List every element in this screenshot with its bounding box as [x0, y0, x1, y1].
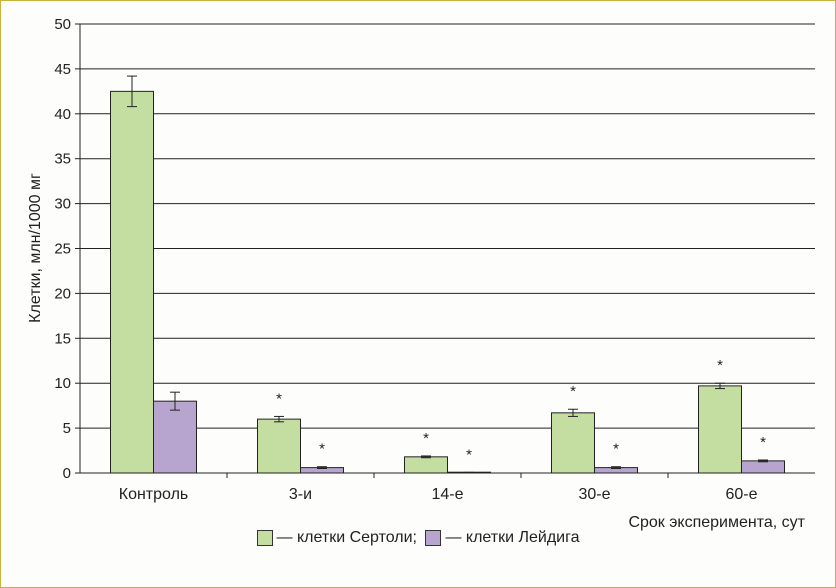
y-tick-label-45: 45 [54, 61, 71, 78]
significance-marker-s1-c3: * [613, 441, 619, 458]
y-tick-label-5: 5 [63, 420, 71, 437]
legend: — клетки Сертоли; — клетки Лейдига [0, 529, 836, 551]
y-tick-label-25: 25 [54, 241, 71, 258]
y-tick-label-50: 50 [54, 16, 71, 33]
legend-swatch-sertoli [256, 530, 273, 546]
x-tick-label-2: 14-е [431, 486, 463, 503]
y-tick-label-30: 30 [54, 196, 71, 213]
legend-item-sertoli: — клетки Сертоли; [256, 529, 417, 547]
bar-s0-c3 [551, 412, 595, 474]
x-axis-label: Срок эксперимента, сут [628, 514, 805, 531]
significance-marker-s0-c4: * [717, 357, 723, 374]
legend-swatch-leydig [425, 530, 442, 546]
x-tick-label-1: 3-и [289, 486, 312, 503]
legend-item-leydig: — клетки Лейдига [425, 529, 579, 547]
significance-marker-s1-c4: * [760, 434, 766, 451]
bar-s0-c2 [404, 456, 448, 474]
significance-marker-s1-c2: * [466, 446, 472, 463]
significance-marker-s0-c2: * [423, 430, 429, 447]
y-tick-label-35: 35 [54, 151, 71, 168]
bar-s0-c0 [110, 90, 154, 474]
legend-label-sertoli: — клетки Сертоли; [276, 529, 417, 546]
y-tick-label-40: 40 [54, 106, 71, 123]
y-tick-label-15: 15 [54, 330, 71, 347]
grid-lines [80, 23, 815, 429]
y-tick-label-10: 10 [54, 375, 71, 392]
x-tick-label-4: 60-е [725, 486, 757, 503]
axes [75, 23, 815, 478]
tick-labels: 0 5 10 15 20 25 30 35 40 45 50 Контроль 3-и 14-е 30-е 6… [54, 16, 766, 503]
y-tick-label-0: 0 [63, 465, 71, 482]
bar-s1-c0 [153, 400, 197, 474]
bar-s0-c1 [257, 418, 301, 474]
bars [110, 75, 785, 474]
legend-label-leydig: — клетки Лейдига [445, 529, 580, 546]
bar-s1-c4 [741, 460, 785, 474]
y-axis-label: Клетки, млн/1000 мг [27, 173, 44, 323]
significance-marker-s0-c3: * [570, 383, 576, 400]
significance-marker-s1-c1: * [319, 441, 325, 458]
x-tick-label-0: Контроль [119, 486, 189, 503]
bar-s0-c4 [698, 385, 742, 474]
x-tick-label-3: 30-е [578, 486, 610, 503]
y-tick-label-20: 20 [54, 285, 71, 302]
significance-marker-s0-c1: * [276, 390, 282, 407]
